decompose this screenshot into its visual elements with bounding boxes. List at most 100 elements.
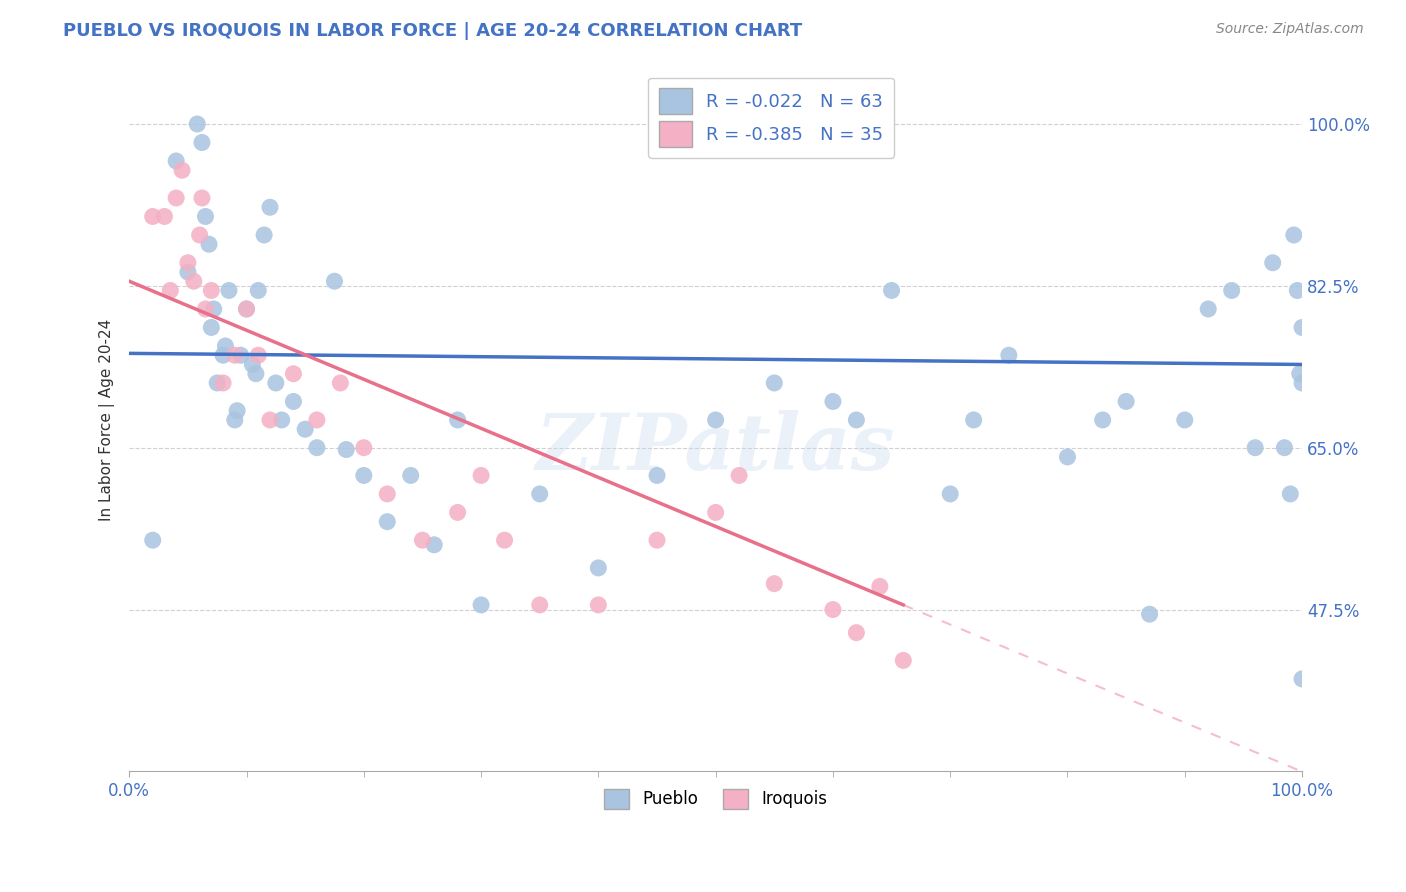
Point xyxy=(283,367,305,381)
Point xyxy=(1279,487,1302,501)
Point xyxy=(259,200,281,214)
Point xyxy=(845,413,868,427)
Point xyxy=(446,413,468,427)
Point xyxy=(214,339,236,353)
Point xyxy=(235,301,257,316)
Point xyxy=(1174,413,1197,427)
Point xyxy=(494,533,516,548)
Point xyxy=(1261,256,1284,270)
Point xyxy=(1139,607,1161,622)
Point xyxy=(588,561,610,575)
Point xyxy=(224,413,246,427)
Point xyxy=(963,413,986,427)
Point xyxy=(1291,376,1313,390)
Y-axis label: In Labor Force | Age 20-24: In Labor Force | Age 20-24 xyxy=(100,318,115,521)
Point xyxy=(294,422,316,436)
Point xyxy=(1220,284,1243,298)
Point xyxy=(218,284,240,298)
Point xyxy=(253,227,276,242)
Point xyxy=(845,625,868,640)
Point xyxy=(353,441,375,455)
Point xyxy=(880,284,903,298)
Point xyxy=(329,376,352,390)
Point xyxy=(245,367,267,381)
Point xyxy=(998,348,1021,362)
Point xyxy=(186,117,208,131)
Point xyxy=(869,579,891,593)
Point xyxy=(188,227,211,242)
Point xyxy=(198,237,221,252)
Point xyxy=(446,505,468,519)
Point xyxy=(159,284,181,298)
Point xyxy=(1197,301,1219,316)
Point xyxy=(283,394,305,409)
Point xyxy=(704,505,727,519)
Text: PUEBLO VS IROQUOIS IN LABOR FORCE | AGE 20-24 CORRELATION CHART: PUEBLO VS IROQUOIS IN LABOR FORCE | AGE … xyxy=(63,22,803,40)
Point xyxy=(423,538,446,552)
Point xyxy=(335,442,357,457)
Point xyxy=(1286,284,1309,298)
Point xyxy=(226,403,249,417)
Point xyxy=(165,153,187,168)
Point xyxy=(529,598,551,612)
Point xyxy=(821,394,844,409)
Point xyxy=(200,284,222,298)
Point xyxy=(212,376,235,390)
Point xyxy=(645,533,668,548)
Point xyxy=(1244,441,1267,455)
Point xyxy=(270,413,292,427)
Point xyxy=(891,653,914,667)
Point xyxy=(645,468,668,483)
Point xyxy=(202,301,225,316)
Point xyxy=(170,163,193,178)
Point xyxy=(242,358,264,372)
Point xyxy=(1291,320,1313,334)
Point xyxy=(375,487,398,501)
Point xyxy=(375,515,398,529)
Point xyxy=(200,320,222,334)
Point xyxy=(763,376,786,390)
Legend: Pueblo, Iroquois: Pueblo, Iroquois xyxy=(598,782,834,816)
Point xyxy=(1288,367,1310,381)
Point xyxy=(194,210,217,224)
Point xyxy=(939,487,962,501)
Point xyxy=(165,191,187,205)
Point xyxy=(763,576,786,591)
Point xyxy=(205,376,228,390)
Point xyxy=(259,413,281,427)
Point xyxy=(142,210,165,224)
Point xyxy=(247,284,270,298)
Point xyxy=(1056,450,1078,464)
Point xyxy=(470,468,492,483)
Point xyxy=(411,533,433,548)
Point xyxy=(529,487,551,501)
Point xyxy=(183,274,205,288)
Point xyxy=(399,468,422,483)
Point xyxy=(470,598,492,612)
Point xyxy=(177,265,200,279)
Point xyxy=(1091,413,1114,427)
Point xyxy=(821,602,844,616)
Point xyxy=(247,348,270,362)
Point xyxy=(235,301,257,316)
Point xyxy=(191,136,214,150)
Text: Source: ZipAtlas.com: Source: ZipAtlas.com xyxy=(1216,22,1364,37)
Point xyxy=(1274,441,1296,455)
Point xyxy=(153,210,176,224)
Point xyxy=(229,348,252,362)
Point xyxy=(264,376,287,390)
Point xyxy=(305,441,328,455)
Point xyxy=(142,533,165,548)
Point xyxy=(1282,227,1305,242)
Point xyxy=(353,468,375,483)
Point xyxy=(224,348,246,362)
Point xyxy=(177,256,200,270)
Point xyxy=(1115,394,1137,409)
Point xyxy=(704,413,727,427)
Text: ZIPatlas: ZIPatlas xyxy=(536,409,896,486)
Point xyxy=(588,598,610,612)
Point xyxy=(323,274,346,288)
Point xyxy=(194,301,217,316)
Point xyxy=(305,413,328,427)
Point xyxy=(212,348,235,362)
